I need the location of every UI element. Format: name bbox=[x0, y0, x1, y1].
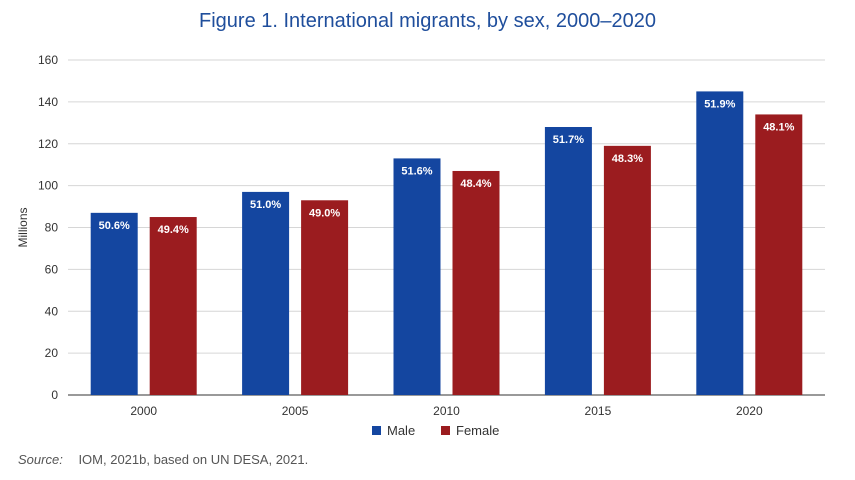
data-label: 51.0% bbox=[250, 199, 281, 211]
y-tick-label: 140 bbox=[38, 95, 58, 109]
data-label: 49.0% bbox=[309, 207, 340, 219]
chart-title: Figure 1. International migrants, by sex… bbox=[199, 10, 656, 32]
data-label: 48.1% bbox=[763, 121, 794, 133]
source-note: Source: IOM, 2021b, based on UN DESA, 20… bbox=[18, 452, 308, 467]
bar-female-2015 bbox=[603, 145, 651, 395]
y-tick-label: 160 bbox=[38, 53, 58, 67]
x-tick-label: 2000 bbox=[130, 404, 157, 418]
data-label: 51.9% bbox=[704, 98, 735, 110]
x-tick-label: 2005 bbox=[282, 404, 309, 418]
y-axis-title: Millions bbox=[16, 207, 30, 247]
legend-swatch-male bbox=[372, 426, 381, 435]
y-tick-label: 100 bbox=[38, 179, 58, 193]
source-text: IOM, 2021b, based on UN DESA, 2021. bbox=[78, 452, 309, 467]
x-tick-label: 2010 bbox=[433, 404, 460, 418]
source-label: Source: bbox=[18, 452, 63, 467]
bar-female-2000 bbox=[149, 217, 197, 395]
x-tick-label: 2020 bbox=[736, 404, 763, 418]
y-tick-label: 80 bbox=[45, 221, 59, 235]
bar-male-2000 bbox=[90, 212, 138, 395]
y-tick-label: 60 bbox=[45, 262, 59, 276]
data-label: 51.6% bbox=[401, 165, 432, 177]
bar-male-2015 bbox=[544, 127, 592, 395]
bar-female-2020 bbox=[755, 114, 803, 395]
bar-male-2005 bbox=[242, 191, 290, 395]
data-label: 51.7% bbox=[553, 134, 584, 146]
data-label: 48.3% bbox=[612, 153, 643, 165]
data-label: 50.6% bbox=[99, 220, 130, 232]
y-tick-label: 0 bbox=[51, 388, 58, 402]
legend-label-male: Male bbox=[387, 423, 415, 438]
legend-swatch-female bbox=[441, 426, 450, 435]
x-tick-label: 2015 bbox=[585, 404, 612, 418]
y-tick-label: 40 bbox=[45, 304, 59, 318]
bar-female-2010 bbox=[452, 170, 500, 395]
bar-male-2020 bbox=[696, 91, 744, 395]
data-label: 48.4% bbox=[460, 178, 491, 190]
data-label: 49.4% bbox=[158, 224, 189, 236]
y-tick-label: 120 bbox=[38, 137, 58, 151]
bar-female-2005 bbox=[301, 200, 349, 395]
legend-label-female: Female bbox=[456, 423, 499, 438]
bar-male-2010 bbox=[393, 158, 441, 395]
y-tick-label: 20 bbox=[45, 346, 59, 360]
